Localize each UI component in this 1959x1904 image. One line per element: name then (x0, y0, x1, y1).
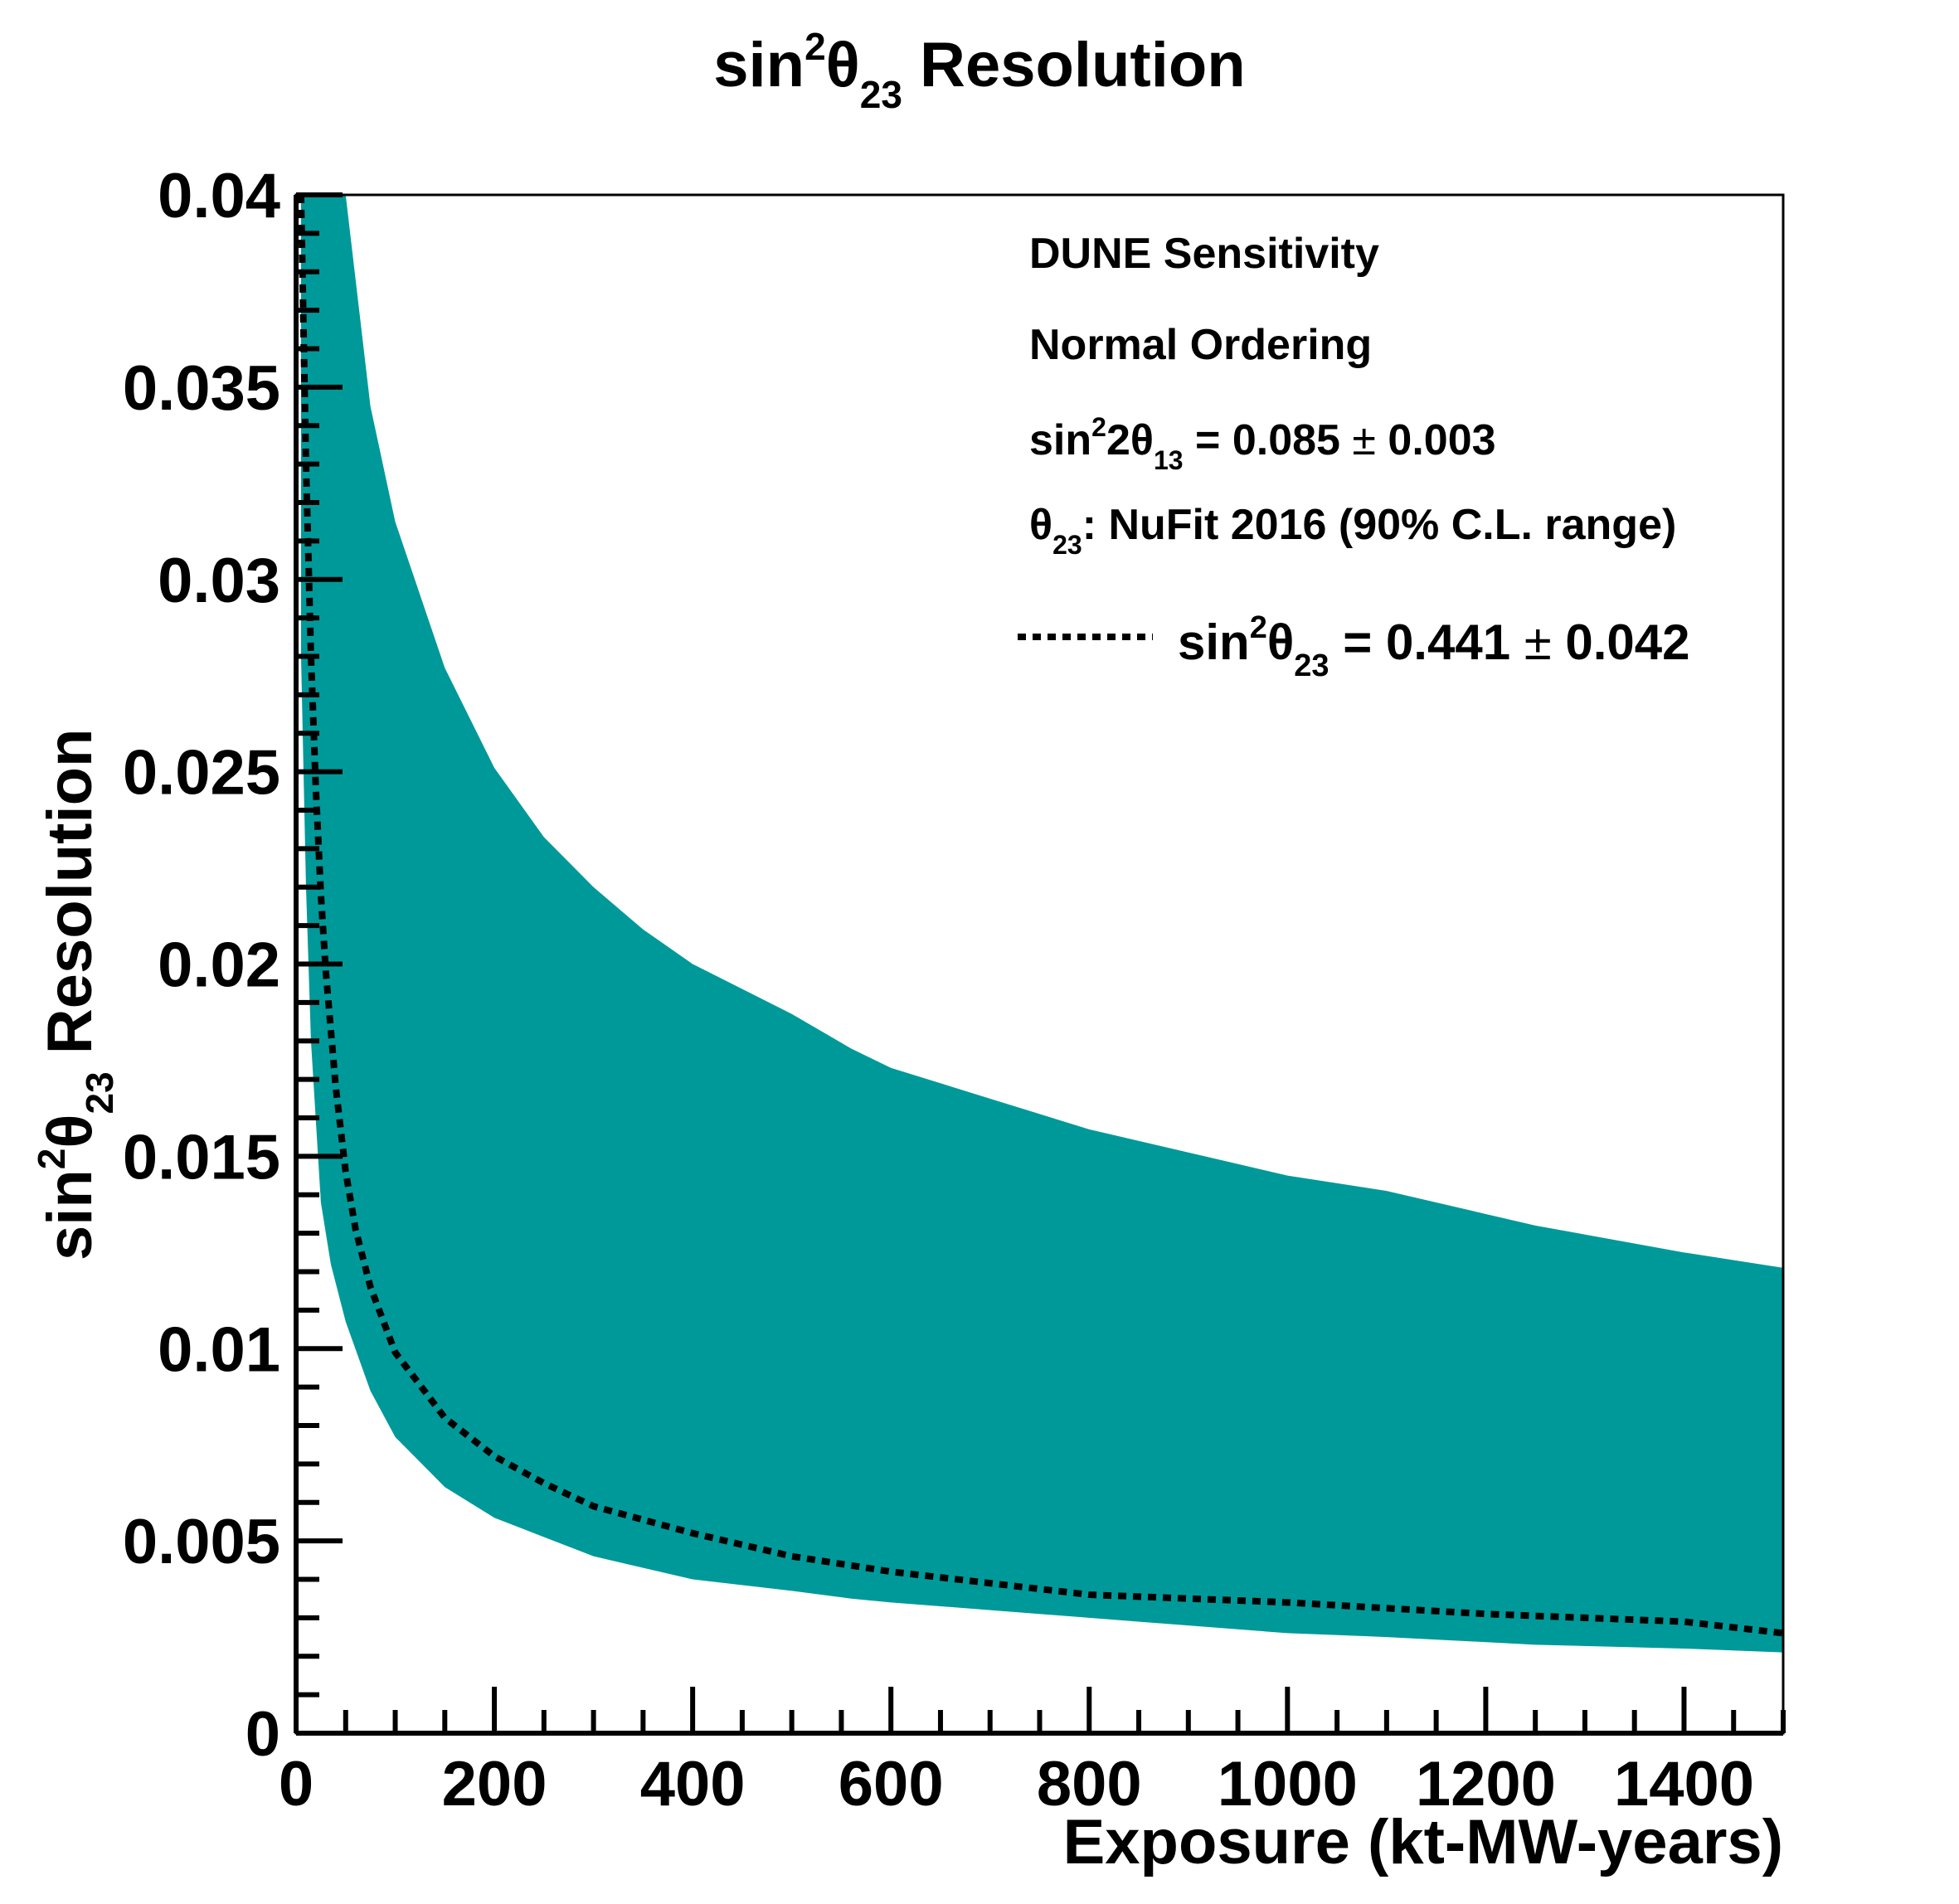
y-axis-ticks: 0 0.005 0.01 0.015 0.02 0.025 0.03 0.035 0.04 (123, 161, 343, 1770)
y-tick-label: 0.005 (123, 1507, 280, 1577)
x-tick-label: 600 (839, 1749, 944, 1819)
annotation-normal-ordering: Normal Ordering (1029, 321, 1372, 369)
x-tick-label: 0 (279, 1749, 314, 1819)
y-tick-label: 0.015 (123, 1122, 280, 1192)
y-tick-label: 0.035 (123, 353, 280, 424)
x-tick-label: 1000 (1218, 1749, 1358, 1819)
x-axis-label: Exposure (kt-MW-years) (1063, 1807, 1783, 1877)
y-tick-label: 0.02 (158, 930, 280, 1001)
x-tick-label: 1200 (1416, 1749, 1556, 1819)
annotation-theta13: sin22θ13 = 0.085 ± 0.003 (1029, 412, 1496, 475)
y-axis-label: sin2θ23 Resolution (30, 729, 121, 1260)
annotation-theta23-nufit: θ23: NuFit 2016 (90% C.L. range) (1029, 501, 1676, 560)
plot-area (297, 194, 1784, 1653)
y-tick-label: 0.025 (123, 738, 280, 809)
x-tick-label: 200 (442, 1749, 547, 1819)
y-tick-label: 0.01 (158, 1314, 280, 1385)
x-tick-label: 400 (640, 1749, 746, 1819)
series-line-dotted (297, 194, 1784, 1637)
y-tick-label: 0.03 (158, 546, 280, 616)
x-tick-label: 800 (1037, 1749, 1142, 1819)
y-tick-label: 0.04 (158, 161, 280, 231)
x-axis-ticks: 0 200 400 600 800 1000 1200 1400 (279, 1687, 1786, 1819)
legend-label: sin2θ23 = 0.441 ± 0.042 (1178, 610, 1690, 683)
chart-title: sin2θ23 Resolution (713, 25, 1245, 116)
y-tick-label: 0 (245, 1699, 280, 1770)
annotation-dune-sensitivity: DUNE Sensitivity (1029, 230, 1379, 278)
x-tick-label: 1400 (1614, 1749, 1754, 1819)
resolution-band (300, 195, 1783, 1653)
